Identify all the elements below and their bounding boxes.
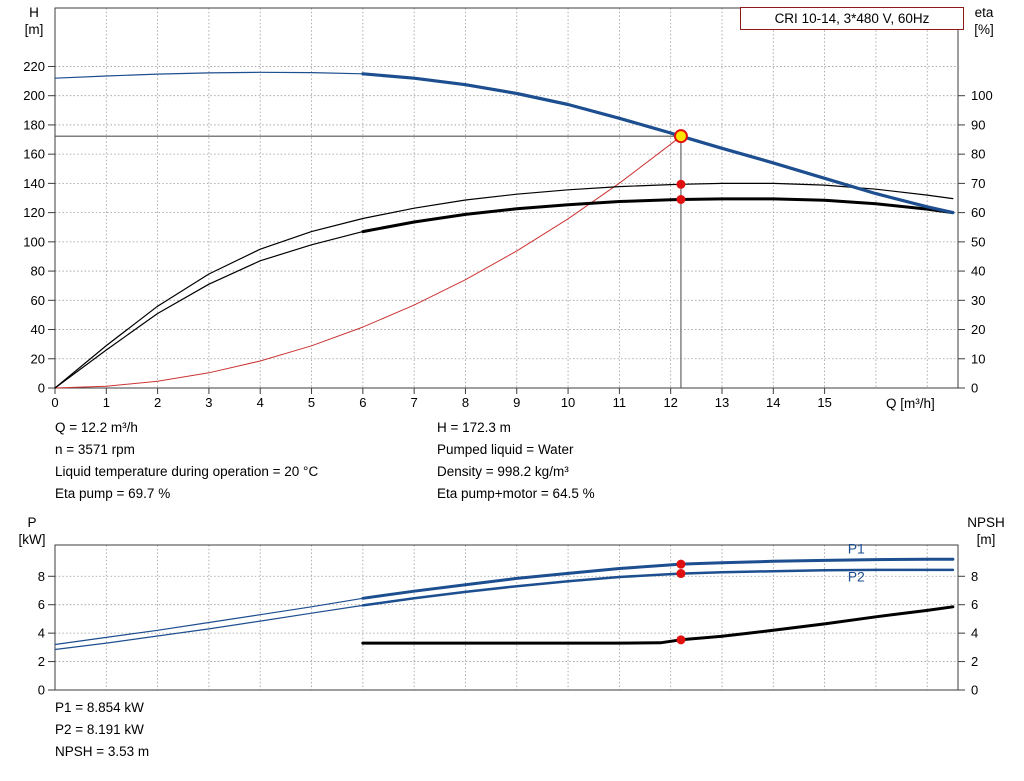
readout-flow: Q = 12.2 m³/h [55,420,138,435]
readout-eta-pump-motor: Eta pump+motor = 64.5 % [437,486,595,501]
svg-text:0: 0 [38,683,45,698]
npsh-axis-label: NPSH [m] [956,514,1016,548]
svg-text:30: 30 [971,293,985,308]
readout-p1: P1 = 8.854 kW [55,700,144,715]
svg-text:80: 80 [31,264,45,279]
svg-text:80: 80 [971,147,985,162]
h-axis-symbol: H [29,5,39,20]
svg-text:0: 0 [51,395,58,410]
svg-text:90: 90 [971,117,985,132]
svg-text:140: 140 [23,176,45,191]
p-axis-unit: [kW] [18,532,46,547]
eta-axis-unit: [%] [974,22,994,37]
readout-pumped-liquid: Pumped liquid = Water [437,442,574,457]
svg-text:6: 6 [359,395,366,410]
readout-eta-pump: Eta pump = 69.7 % [55,486,171,501]
svg-text:2: 2 [971,654,978,669]
h-axis-label: H [m] [12,4,56,38]
svg-text:14: 14 [766,395,780,410]
svg-text:15: 15 [817,395,831,410]
svg-text:11: 11 [613,395,627,410]
q-axis-label: Q [m³/h] [886,396,935,411]
svg-text:12: 12 [663,395,677,410]
pump-model-label: CRI 10-14, 3*480 V, 60Hz [774,11,930,26]
readout-head: H = 172.3 m [437,420,511,435]
readout-npsh: NPSH = 3.53 m [55,744,150,759]
svg-text:1: 1 [103,395,110,410]
svg-text:220: 220 [23,59,45,74]
svg-text:0: 0 [971,381,978,396]
svg-text:4: 4 [257,395,264,410]
svg-text:100: 100 [23,234,45,249]
svg-text:0: 0 [971,683,978,698]
svg-text:9: 9 [513,395,520,410]
svg-text:20: 20 [31,351,45,366]
svg-text:180: 180 [23,117,45,132]
svg-text:0: 0 [38,381,45,396]
svg-text:200: 200 [23,88,45,103]
duty-readout-right: H = 172.3 m Pumped liquid = Water Densit… [437,417,595,505]
svg-text:7: 7 [411,395,418,410]
npsh-axis-symbol: NPSH [967,515,1005,530]
readout-p2: P2 = 8.191 kW [55,722,144,737]
svg-text:20: 20 [971,322,985,337]
svg-text:60: 60 [31,293,45,308]
svg-text:10: 10 [561,395,575,410]
svg-text:8: 8 [38,569,45,584]
svg-text:13: 13 [715,395,729,410]
svg-text:40: 40 [31,322,45,337]
svg-text:6: 6 [38,597,45,612]
svg-text:70: 70 [971,176,985,191]
svg-text:120: 120 [23,205,45,220]
svg-text:100: 100 [971,88,993,103]
p-axis-symbol: P [27,515,37,530]
svg-text:5: 5 [308,395,315,410]
power-readout: P1 = 8.854 kW P2 = 8.191 kW NPSH = 3.53 … [55,697,149,763]
pump-model-box: CRI 10-14, 3*480 V, 60Hz [740,7,964,30]
eta-axis-symbol: eta [974,5,994,20]
svg-text:160: 160 [23,147,45,162]
npsh-axis-unit: [m] [976,532,996,547]
svg-text:6: 6 [971,597,978,612]
readout-density: Density = 998.2 kg/m³ [437,464,569,479]
svg-text:P2: P2 [848,569,865,585]
p-axis-label: P [kW] [10,514,54,548]
svg-text:2: 2 [154,395,161,410]
eta-axis-label: eta [%] [962,4,1006,38]
svg-text:4: 4 [971,626,978,641]
svg-text:P1: P1 [848,541,865,557]
svg-text:60: 60 [971,205,985,220]
svg-text:40: 40 [971,264,985,279]
svg-text:3: 3 [205,395,212,410]
h-axis-unit: [m] [24,22,44,37]
svg-text:4: 4 [38,626,45,641]
svg-text:10: 10 [971,351,985,366]
duty-readout-left: Q = 12.2 m³/h n = 3571 rpm Liquid temper… [55,417,318,505]
svg-text:8: 8 [462,395,469,410]
readout-speed: n = 3571 rpm [55,442,135,457]
svg-text:50: 50 [971,234,985,249]
svg-text:8: 8 [971,569,978,584]
svg-text:2: 2 [38,654,45,669]
readout-liquid-temp: Liquid temperature during operation = 20… [55,464,319,479]
